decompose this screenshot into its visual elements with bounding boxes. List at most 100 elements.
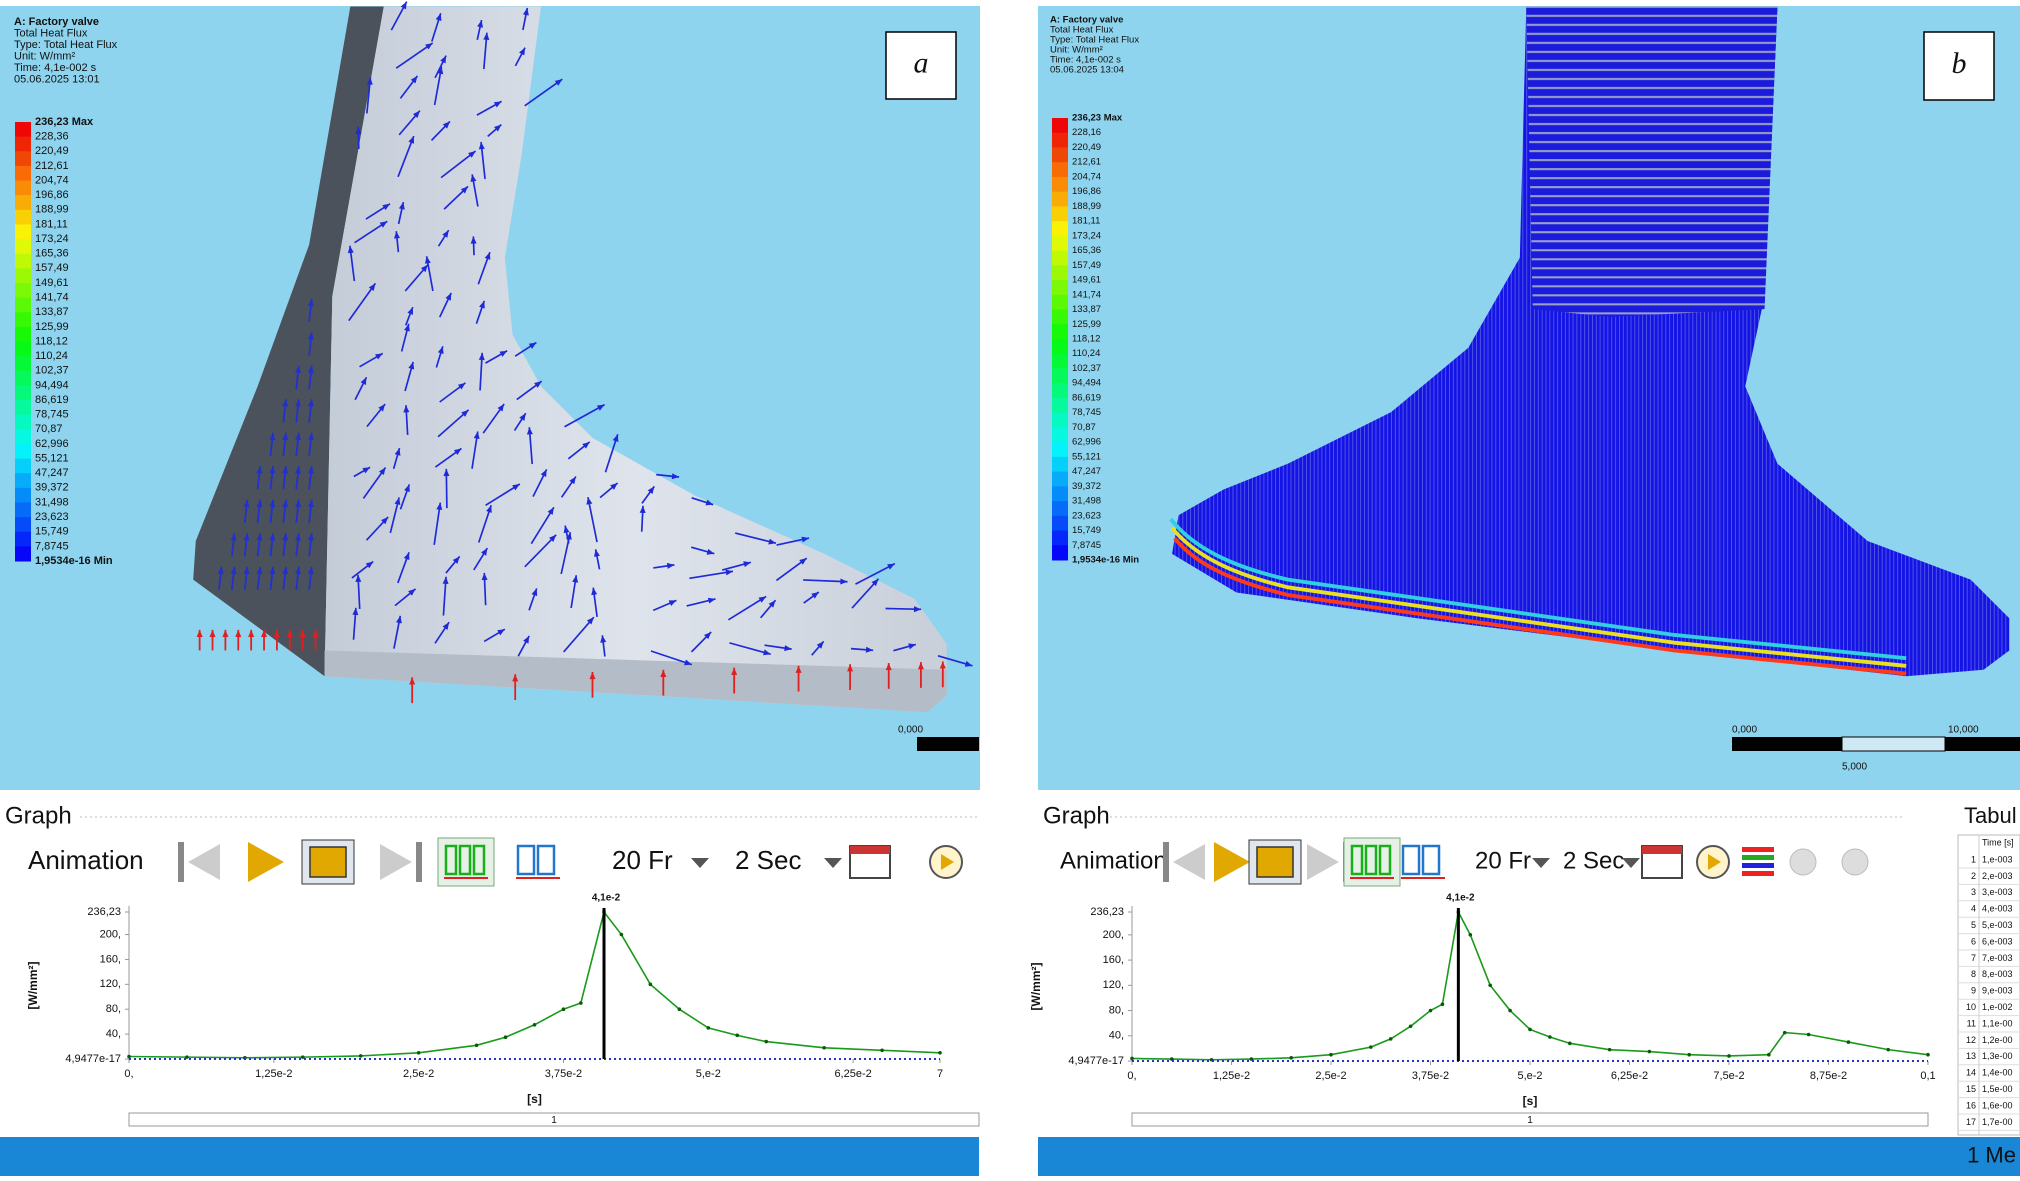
arrow-head <box>312 629 319 637</box>
arrow-head <box>375 353 383 360</box>
x-tick-label: 7,5e-2 <box>1713 1070 1744 1082</box>
arrow-head <box>493 124 502 132</box>
legend-label: 62,996 <box>1072 437 1101 448</box>
row-number: 3 <box>1971 887 1976 897</box>
curve-point <box>1528 1027 1532 1032</box>
frames-dropdown[interactable]: 20 Fr <box>612 845 673 875</box>
status-text[interactable]: 1 Me <box>1967 1142 2016 1167</box>
arrow-head <box>295 432 302 441</box>
x-tick-label: 1,25e-2 <box>1213 1070 1250 1082</box>
dropdown-arrow[interactable] <box>691 858 709 868</box>
arrow-head <box>436 502 443 511</box>
button-compare[interactable] <box>516 844 536 876</box>
button-frames <box>458 844 472 876</box>
frames-dropdown[interactable]: 20 Fr <box>1475 847 1531 874</box>
curve-point <box>416 1050 421 1055</box>
legend-band <box>1052 427 1068 443</box>
toolbar-icon[interactable] <box>1742 871 1774 876</box>
curve-point <box>1508 1008 1512 1013</box>
scale-label: 5,000 <box>1842 762 1867 773</box>
time-cell: 4,e-003 <box>1982 904 2013 914</box>
button-stop[interactable] <box>1256 846 1294 878</box>
curve-point <box>1727 1054 1731 1058</box>
curve-point <box>503 1035 508 1040</box>
row-number: 1 <box>1971 854 1976 864</box>
arrow-head <box>477 20 484 28</box>
arrow-head <box>295 399 302 407</box>
arrow-head <box>378 467 386 476</box>
arrow-head <box>295 533 302 541</box>
arrow-head <box>939 661 946 669</box>
arrow-head <box>394 231 400 239</box>
row-number: 10 <box>1966 1002 1976 1012</box>
duration-dropdown[interactable]: 2 Sec <box>735 845 802 875</box>
arrow-head <box>442 230 449 238</box>
button-back[interactable] <box>188 844 220 880</box>
legend-band <box>1052 147 1068 163</box>
curve-point <box>1369 1045 1373 1049</box>
toolbar-icon[interactable] <box>1789 848 1817 876</box>
arrow-head <box>913 606 922 613</box>
toolbar-icon[interactable] <box>1742 863 1774 868</box>
button-back[interactable] <box>1173 844 1205 880</box>
toolbar-icon[interactable] <box>1841 848 1869 876</box>
legend-label: 1,9534e-16 Min <box>1072 555 1139 566</box>
legend-label: 118,12 <box>1072 334 1100 345</box>
arrow-head <box>381 516 389 525</box>
legend-label: 133,87 <box>1072 304 1101 315</box>
arrow-head <box>282 466 289 474</box>
arrow-head <box>612 434 619 442</box>
legend-label: 55,121 <box>1072 451 1101 462</box>
arrow-head <box>307 298 314 307</box>
arrow-head <box>799 558 807 565</box>
curve-point <box>764 1039 769 1044</box>
toolbar-icon <box>1642 846 1682 854</box>
button-forward[interactable] <box>416 842 422 882</box>
flux-arrows <box>196 1 973 704</box>
arrow-head <box>671 473 680 480</box>
legend-label: 15,749 <box>1072 525 1101 536</box>
arrow-head <box>408 361 415 370</box>
arrow-head <box>209 629 216 637</box>
legend-label: 212,61 <box>35 160 69 172</box>
toolbar-icon[interactable] <box>1742 855 1774 860</box>
button-play[interactable] <box>1214 842 1250 882</box>
arrow-head <box>586 617 594 625</box>
toolbar-icon[interactable] <box>1742 847 1774 852</box>
valve-b <box>1169 6 2010 677</box>
legend-band <box>15 341 31 357</box>
arrow-head <box>460 186 469 194</box>
button-compare[interactable] <box>536 844 556 876</box>
scrollbar[interactable] <box>128 1112 980 1127</box>
result-info: Time: 4,1e-002 s <box>14 62 97 74</box>
curve-point <box>1886 1047 1890 1052</box>
dropdown-arrow[interactable] <box>824 858 842 868</box>
dropdown-arrow[interactable] <box>1622 858 1640 868</box>
arrow-head <box>269 566 276 575</box>
legend-band <box>15 209 31 225</box>
button-forward[interactable] <box>1307 844 1339 880</box>
button-frames <box>1364 844 1378 876</box>
row-number: 12 <box>1966 1035 1976 1045</box>
arrow-head <box>549 534 557 542</box>
button-stop[interactable] <box>309 846 347 878</box>
legend-band <box>1052 530 1068 546</box>
legend-band <box>1052 294 1068 311</box>
button-compare[interactable] <box>1401 844 1421 876</box>
curve-point <box>127 1054 131 1059</box>
button-forward[interactable] <box>380 844 412 880</box>
button-back[interactable] <box>1163 842 1169 882</box>
dropdown-arrow[interactable] <box>1532 858 1550 868</box>
arrow-head <box>497 403 505 412</box>
legend-label: 181,11 <box>1072 216 1100 227</box>
arrow-head <box>424 256 431 264</box>
button-back[interactable] <box>178 842 184 882</box>
button-compare[interactable] <box>1421 844 1441 876</box>
button-play[interactable] <box>248 842 284 882</box>
arrow-head <box>523 635 530 644</box>
duration-dropdown[interactable]: 2 Sec <box>1563 847 1624 874</box>
legend-label: 204,74 <box>1072 171 1101 182</box>
scrollbar[interactable] <box>1131 1112 1929 1127</box>
arrow <box>689 570 734 580</box>
arrow-head <box>286 629 293 637</box>
